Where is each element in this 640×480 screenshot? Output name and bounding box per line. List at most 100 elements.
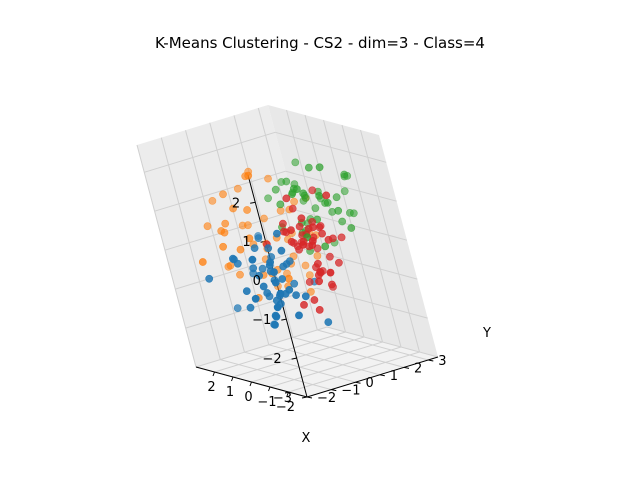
grid-line — [154, 170, 286, 212]
data-point-cluster-3 — [282, 194, 291, 203]
data-point-cluster-1 — [244, 171, 253, 180]
grid-line — [285, 170, 397, 202]
data-point-cluster-0 — [285, 285, 294, 294]
data-point-cluster-3 — [287, 237, 296, 246]
data-point-cluster-0 — [273, 303, 282, 312]
data-point-cluster-1 — [233, 184, 242, 193]
data-point-cluster-2 — [288, 190, 296, 198]
data-point-cluster-3 — [316, 268, 325, 277]
data-point-cluster-2 — [332, 193, 341, 202]
z-tick-label: 1 — [242, 235, 250, 250]
grid-line — [136, 144, 197, 368]
data-point-cluster-1 — [226, 261, 235, 270]
data-point-cluster-3 — [299, 240, 307, 249]
x-axis-label: X — [302, 431, 311, 446]
data-point-cluster-0 — [271, 278, 280, 287]
data-point-cluster-0 — [250, 244, 259, 252]
data-point-cluster-0 — [263, 289, 272, 297]
z-tick-mark — [281, 318, 287, 321]
data-point-cluster-0 — [295, 311, 303, 320]
data-point-cluster-0 — [233, 304, 242, 312]
data-point-cluster-0 — [278, 275, 287, 283]
data-point-cluster-0 — [292, 291, 300, 299]
grid-line — [185, 130, 245, 353]
y-tick-label: 0 — [366, 376, 374, 391]
data-point-cluster-0 — [246, 303, 255, 312]
grid-line — [160, 137, 221, 360]
chart-title: K-Means Clustering - CS2 - dim=3 - Class… — [155, 34, 485, 52]
data-point-cluster-3 — [313, 259, 322, 268]
grid-line — [288, 351, 420, 393]
grid-line — [233, 115, 294, 338]
data-point-cluster-2 — [292, 185, 301, 193]
data-point-cluster-2 — [282, 177, 291, 186]
data-point-cluster-0 — [251, 294, 260, 303]
y-axis-line — [306, 356, 439, 398]
x-tick-label: −2 — [276, 400, 295, 415]
grid-line — [326, 326, 439, 358]
y-tick-label: −2 — [317, 391, 336, 406]
data-point-cluster-1 — [208, 196, 217, 205]
data-point-cluster-1 — [264, 174, 272, 183]
y-tick-mark — [355, 381, 361, 384]
data-point-cluster-3 — [327, 280, 336, 289]
data-point-cluster-3 — [337, 233, 346, 242]
data-point-cluster-1 — [290, 197, 298, 206]
data-point-cluster-1 — [301, 261, 310, 270]
data-point-cluster-2 — [321, 242, 330, 251]
data-point-cluster-0 — [249, 264, 258, 273]
z-tick-mark — [301, 396, 308, 399]
data-point-cluster-0 — [264, 244, 273, 253]
data-point-cluster-3 — [325, 252, 334, 261]
x-tick-mark — [268, 386, 271, 392]
y-tick-label: 2 — [414, 361, 422, 376]
data-point-cluster-1 — [219, 190, 227, 199]
data-point-cluster-0 — [324, 318, 333, 326]
data-point-cluster-0 — [259, 282, 268, 291]
data-point-cluster-3 — [309, 223, 317, 232]
data-point-cluster-3 — [315, 305, 324, 314]
data-point-cluster-2 — [315, 163, 324, 172]
y-tick-mark — [403, 366, 410, 369]
data-point-cluster-2 — [291, 158, 300, 167]
data-point-cluster-3 — [295, 222, 304, 231]
data-point-cluster-3 — [324, 235, 333, 244]
data-point-cluster-2 — [299, 189, 308, 198]
data-point-cluster-2 — [347, 224, 356, 232]
data-point-cluster-1 — [219, 242, 227, 251]
grid-line — [269, 346, 402, 388]
x-tick-label: 1 — [226, 385, 234, 400]
data-point-cluster-3 — [322, 191, 331, 200]
data-point-cluster-3 — [308, 186, 317, 195]
y-tick-mark — [306, 396, 313, 399]
data-point-cluster-0 — [276, 289, 285, 298]
z-tick-mark — [250, 201, 256, 204]
data-point-cluster-0 — [282, 260, 291, 268]
data-point-cluster-3 — [287, 226, 295, 234]
data-point-cluster-1 — [236, 245, 245, 254]
grid-line — [306, 248, 418, 280]
grid-line — [244, 351, 356, 383]
data-point-cluster-2 — [276, 200, 285, 209]
x-tick-mark — [286, 391, 289, 397]
data-point-cluster-0 — [271, 320, 279, 329]
data-point-cluster-2 — [338, 217, 347, 226]
data-point-cluster-1 — [229, 204, 237, 213]
grid-line — [360, 129, 420, 353]
grid-line — [232, 336, 365, 378]
y-tick-mark — [428, 359, 434, 362]
z-tick-label: 2 — [232, 196, 240, 211]
z-tick-mark — [291, 357, 297, 360]
grid-line — [220, 359, 332, 391]
data-point-cluster-2 — [323, 198, 332, 207]
x-tick-label: −1 — [257, 395, 276, 410]
data-point-cluster-0 — [258, 264, 267, 273]
grid-line — [275, 131, 387, 163]
data-point-cluster-0 — [272, 229, 281, 238]
data-point-cluster-1 — [260, 214, 268, 223]
grid-line — [144, 131, 276, 173]
data-point-cluster-2 — [271, 185, 280, 194]
data-point-cluster-1 — [245, 234, 254, 243]
